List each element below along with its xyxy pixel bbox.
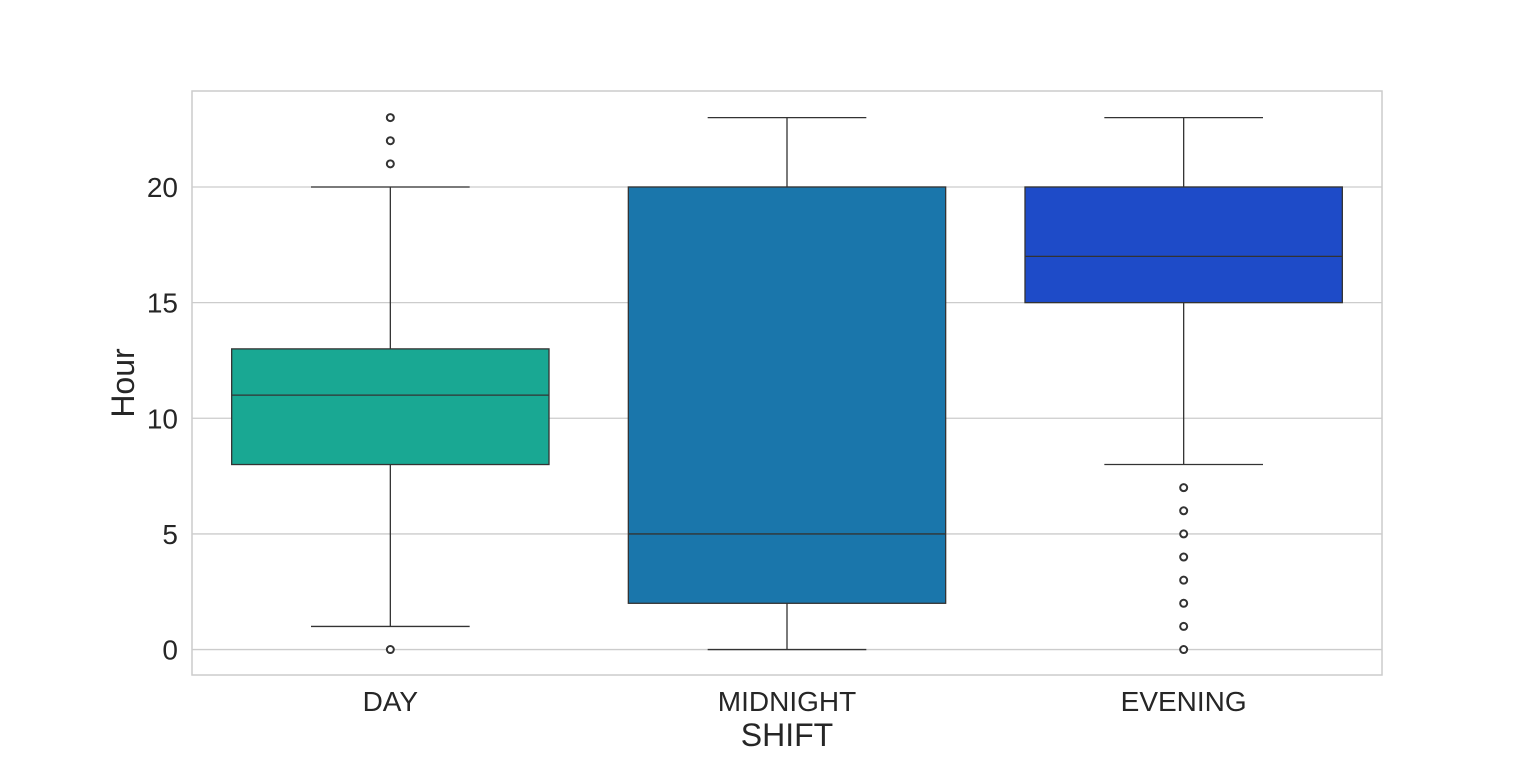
outlier-point <box>1179 575 1189 585</box>
plot-frame <box>191 90 1383 676</box>
y-tick-labels: 0 5 10 15 20 <box>147 172 178 666</box>
outlier-point <box>1179 529 1189 539</box>
outlier-point <box>385 136 395 146</box>
y-tick-label: 20 <box>147 172 178 203</box>
x-tick-label: DAY <box>363 686 419 717</box>
y-tick-label: 0 <box>162 635 178 666</box>
outlier-point <box>1179 645 1189 655</box>
x-axis-label: SHIFT <box>741 717 833 753</box>
x-tick-labels: DAY MIDNIGHT EVENING <box>363 686 1247 717</box>
y-axis-label: Hour <box>105 348 141 418</box>
iqr-box <box>231 348 550 466</box>
outlier-point <box>1179 552 1189 562</box>
x-tick-label: MIDNIGHT <box>718 686 856 717</box>
y-tick-label: 15 <box>147 288 178 319</box>
iqr-box <box>1024 186 1343 304</box>
box-evening <box>1024 116 1343 655</box>
box-midnight <box>627 116 947 651</box>
outlier-point <box>385 159 395 169</box>
y-tick-label: 10 <box>147 403 178 434</box>
box-day <box>231 113 550 655</box>
outlier-point <box>1179 483 1189 493</box>
box-series <box>231 113 1343 655</box>
outlier-point <box>1179 621 1189 631</box>
iqr-box <box>627 186 947 604</box>
x-tick-label: EVENING <box>1121 686 1247 717</box>
y-tick-label: 5 <box>162 519 178 550</box>
outlier-point <box>385 113 395 123</box>
outlier-point <box>385 645 395 655</box>
outlier-point <box>1179 506 1189 516</box>
outlier-point <box>1179 598 1189 608</box>
